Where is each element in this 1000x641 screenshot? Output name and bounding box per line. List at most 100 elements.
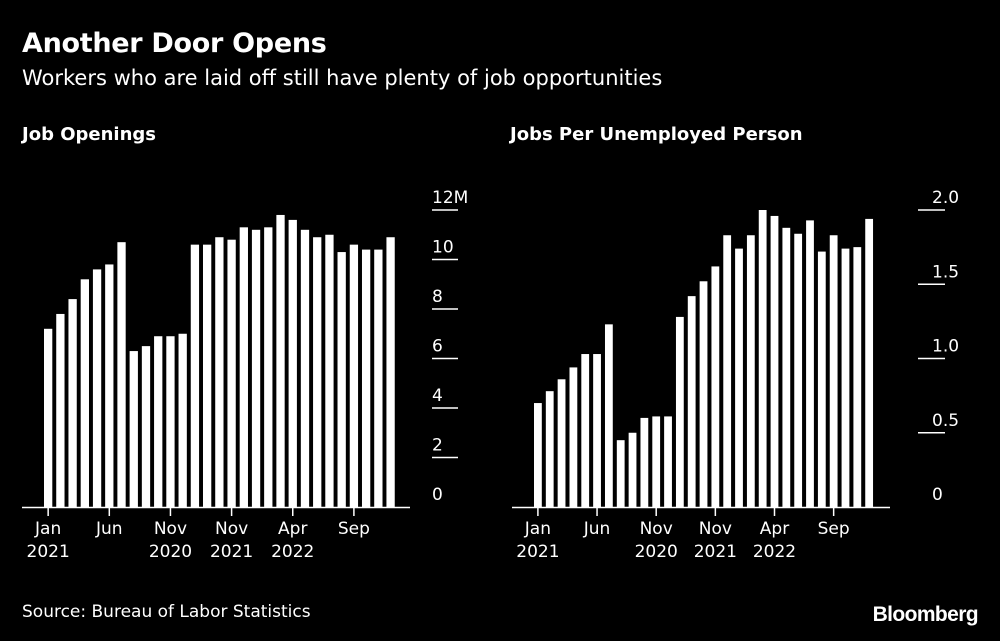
bar bbox=[723, 235, 732, 507]
x-tick-label: Jun bbox=[583, 519, 611, 539]
x-tick-label: Nov bbox=[215, 519, 248, 539]
bar bbox=[675, 316, 684, 507]
bar bbox=[300, 229, 310, 508]
bar bbox=[687, 296, 696, 507]
bar bbox=[215, 237, 224, 508]
bar bbox=[56, 313, 65, 507]
x-tick-label: Sep bbox=[338, 519, 370, 539]
bar bbox=[770, 215, 779, 507]
bar bbox=[794, 233, 803, 507]
y-tick-label: 1.0 bbox=[932, 337, 959, 357]
bar bbox=[166, 336, 175, 507]
bar bbox=[782, 227, 791, 507]
y-tick-label: 1.5 bbox=[932, 262, 959, 282]
y-tick-label: 6 bbox=[432, 337, 443, 357]
bar bbox=[664, 416, 672, 507]
bar bbox=[202, 244, 212, 507]
bar bbox=[374, 249, 383, 507]
chart-subtitle: Workers who are laid off still have plen… bbox=[22, 66, 663, 90]
x-tick-label: 2020 bbox=[149, 542, 192, 562]
bar bbox=[557, 379, 566, 507]
bar bbox=[349, 244, 359, 507]
bar bbox=[154, 336, 163, 507]
x-tick-label: Nov bbox=[699, 519, 732, 539]
bar bbox=[129, 351, 138, 507]
bar bbox=[806, 220, 814, 507]
bar bbox=[534, 403, 542, 507]
x-tick-label: Apr bbox=[760, 519, 789, 539]
x-tick-label: Jan bbox=[524, 519, 551, 539]
source-note: Source: Bureau of Labor Statistics bbox=[22, 602, 311, 622]
bar bbox=[105, 264, 114, 507]
bar bbox=[251, 229, 261, 508]
bar bbox=[337, 252, 346, 507]
x-tick-label: 2022 bbox=[753, 542, 796, 562]
bar bbox=[593, 354, 601, 507]
y-tick-label: 0 bbox=[432, 485, 443, 505]
bar bbox=[117, 242, 126, 507]
x-tick-label: Apr bbox=[278, 519, 307, 539]
x-tick-label: Jan bbox=[34, 519, 61, 539]
bar bbox=[178, 333, 187, 507]
bars-group bbox=[44, 214, 395, 508]
bar bbox=[264, 227, 273, 507]
bar bbox=[829, 235, 838, 507]
bar bbox=[711, 266, 720, 507]
bar bbox=[841, 248, 850, 508]
bar bbox=[227, 239, 236, 507]
x-tick-label: 2021 bbox=[694, 542, 737, 562]
bloomberg-logo: Bloomberg bbox=[872, 603, 979, 626]
bar bbox=[640, 417, 649, 507]
y-tick-label: 12M bbox=[432, 188, 468, 208]
bar bbox=[746, 235, 755, 507]
bar bbox=[361, 249, 371, 507]
y-tick-label: 10 bbox=[432, 238, 454, 258]
x-tick-label: Nov bbox=[154, 519, 187, 539]
bar bbox=[604, 324, 613, 507]
bar bbox=[239, 227, 248, 507]
bar bbox=[865, 218, 874, 507]
bar bbox=[325, 234, 334, 507]
bar bbox=[735, 248, 743, 508]
x-tick-label: 2021 bbox=[210, 542, 253, 562]
x-tick-label: Nov bbox=[640, 519, 673, 539]
bars-group bbox=[534, 210, 874, 508]
bar bbox=[80, 279, 89, 507]
y-tick-label: 0 bbox=[932, 485, 943, 505]
y-tick-label: 4 bbox=[432, 386, 443, 406]
x-tick-label: Sep bbox=[818, 519, 850, 539]
bar bbox=[92, 269, 102, 507]
bar bbox=[616, 440, 625, 507]
x-tick-label: 2020 bbox=[635, 542, 678, 562]
bar bbox=[68, 299, 77, 507]
bar bbox=[652, 416, 661, 507]
panel-title-job-openings: Job Openings bbox=[22, 124, 157, 145]
y-tick-label: 8 bbox=[432, 287, 443, 307]
bar bbox=[699, 281, 708, 507]
bar bbox=[44, 328, 53, 507]
bar bbox=[758, 210, 767, 507]
bar bbox=[288, 219, 297, 507]
bar bbox=[276, 214, 285, 507]
bar bbox=[386, 237, 395, 508]
bar bbox=[313, 237, 322, 508]
bar bbox=[190, 244, 200, 507]
bar bbox=[141, 346, 151, 508]
y-tick-label: 0.5 bbox=[932, 411, 959, 431]
y-tick-label: 2.0 bbox=[932, 188, 959, 208]
y-tick-label: 2 bbox=[432, 436, 443, 456]
bar bbox=[581, 354, 590, 507]
chart-title: Another Door Opens bbox=[22, 28, 327, 59]
bar bbox=[545, 391, 554, 507]
x-tick-label: 2021 bbox=[27, 542, 70, 562]
x-tick-label: Jun bbox=[95, 519, 123, 539]
bar bbox=[817, 251, 826, 507]
bar bbox=[628, 432, 637, 507]
x-tick-label: 2021 bbox=[516, 542, 559, 562]
panel-title-jobs-per-unemployed: Jobs Per Unemployed Person bbox=[510, 124, 803, 145]
bar bbox=[569, 367, 578, 507]
x-tick-label: 2022 bbox=[271, 542, 314, 562]
bar bbox=[853, 247, 862, 508]
